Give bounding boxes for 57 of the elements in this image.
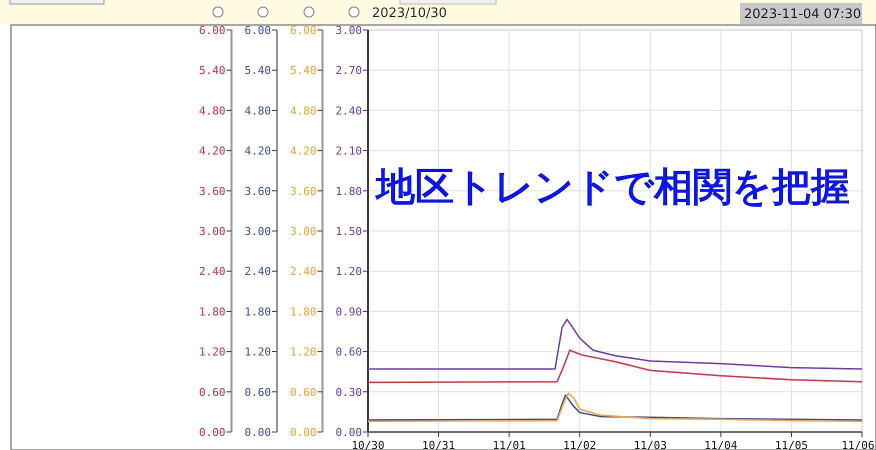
y-tick-label: 3.00 — [336, 24, 362, 37]
text: 6.00 — [199, 24, 226, 37]
y3-tick-label: 1.20 — [244, 346, 271, 359]
y2-tick-label: 5.40 — [290, 64, 316, 78]
y2-tick-label: 2.40 — [290, 265, 316, 278]
y3-tick-label: 0.00 — [244, 426, 271, 439]
text: 2023-11-04 07:30 — [744, 7, 862, 22]
y2-tick-label: 1.80 — [290, 305, 316, 318]
y2-tick-label: 4.80 — [290, 104, 316, 118]
text: 3.00 — [199, 225, 226, 238]
x-tick-label: 11/03 — [634, 439, 667, 450]
y3-tick-label: 4.20 — [244, 144, 271, 158]
x-tick-label: 11/02 — [563, 439, 596, 450]
x-tick-label: 11/05 — [774, 439, 808, 450]
y3-tick-label: 6.00 — [244, 24, 271, 37]
y3-tick-label: 1.80 — [244, 305, 271, 318]
y2-tick-label: 3.60 — [290, 184, 316, 198]
y3-tick-label: 0.60 — [244, 386, 271, 399]
y-tick-label: 2.40 — [336, 104, 362, 118]
text: 0.00 — [199, 426, 226, 439]
y2-tick-label: 0.60 — [290, 386, 316, 399]
y3-tick-label: 2.40 — [244, 265, 271, 278]
y-tick-label: 1.50 — [336, 225, 362, 238]
text: 2023/10/30 — [372, 6, 447, 21]
y-tick-label: 2.10 — [336, 144, 362, 158]
x-tick-label: 10/31 — [422, 439, 456, 450]
text: 3.60 — [199, 184, 226, 198]
y-tick-label: 0.00 — [336, 426, 362, 439]
y3-tick-label: 5.40 — [244, 64, 271, 78]
y-tick-label: 0.60 — [336, 346, 362, 359]
y2-tick-label: 4.20 — [290, 144, 316, 158]
x-tick-label: 11/04 — [704, 439, 738, 450]
text: 1.20 — [199, 346, 226, 359]
text: 0.60 — [199, 386, 226, 399]
y-tick-label: 0.90 — [336, 305, 362, 318]
text: 2.40 — [199, 265, 226, 278]
x-tick-label: 11/06 — [841, 439, 875, 450]
text: 5.40 — [199, 64, 226, 78]
y-tick-label: 0.30 — [336, 386, 362, 399]
line-series — [367, 350, 863, 384]
x-tick-label: 11/01 — [492, 439, 526, 450]
y2-tick-label: 0.00 — [290, 426, 316, 439]
y-tick-label: 1.20 — [336, 265, 362, 278]
y-tick-label: 2.70 — [336, 64, 362, 78]
y3-tick-label: 3.00 — [244, 225, 271, 238]
y2-tick-label: 6.00 — [290, 24, 316, 37]
line-series — [367, 318, 863, 370]
y-tick-label: 1.80 — [336, 184, 362, 198]
text: 地区トレンドで相関を把握 — [374, 165, 850, 210]
text: 4.80 — [199, 104, 226, 118]
text: 1.80 — [199, 305, 226, 318]
x-tick-label: 10/30 — [351, 439, 385, 450]
y3-tick-label: 4.80 — [244, 104, 271, 118]
y2-tick-label: 1.20 — [290, 346, 316, 359]
y2-tick-label: 3.00 — [290, 225, 316, 238]
y3-tick-label: 3.60 — [244, 184, 271, 198]
text: 4.20 — [199, 144, 226, 158]
